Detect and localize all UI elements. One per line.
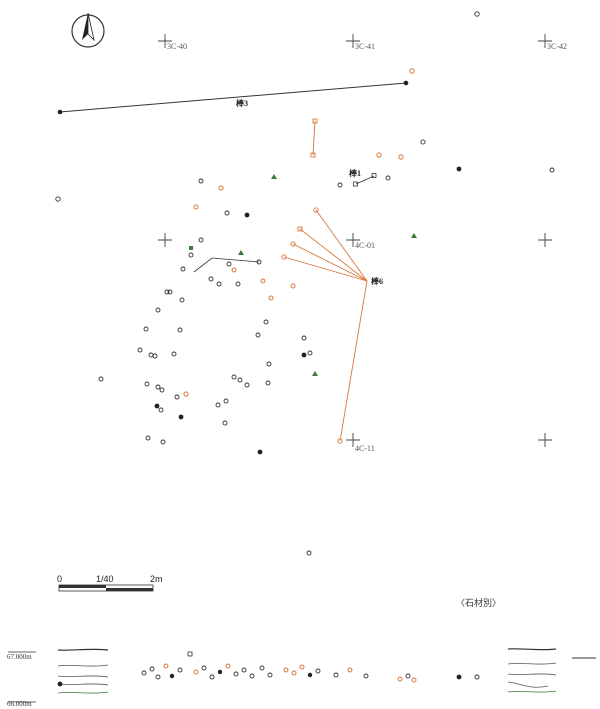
artifact-point bbox=[155, 384, 161, 390]
artifact-point bbox=[148, 352, 154, 358]
scale-start-label: 0 bbox=[57, 574, 62, 584]
artifact-point bbox=[224, 210, 230, 216]
refit-line-orange-short bbox=[310, 118, 318, 158]
artifact-point bbox=[198, 178, 204, 184]
artifact-point bbox=[411, 233, 417, 238]
refit-line-1 bbox=[353, 173, 377, 187]
artifact-point bbox=[155, 307, 161, 313]
artifact-point bbox=[312, 371, 318, 376]
artifact-point bbox=[385, 175, 391, 181]
artifact-point bbox=[255, 332, 261, 338]
artifact-point bbox=[180, 266, 186, 272]
artifact-point bbox=[216, 281, 222, 287]
artifact-point bbox=[474, 11, 480, 17]
artifact-point bbox=[337, 182, 343, 188]
artifact-point bbox=[198, 237, 204, 243]
artifact-point bbox=[301, 352, 307, 358]
refit-label-6: 棒6 bbox=[371, 276, 383, 286]
artifact-point bbox=[179, 297, 185, 303]
refit-label-3: 棒3 bbox=[236, 98, 248, 108]
artifact-point bbox=[265, 380, 271, 386]
grid-crosses bbox=[158, 34, 552, 447]
artifact-point bbox=[174, 394, 180, 400]
refit-label-1: 棒1 bbox=[349, 168, 361, 178]
map-caption: 〈石材別〉 bbox=[456, 597, 501, 608]
artifact-point bbox=[238, 250, 244, 255]
artifact-point bbox=[144, 381, 150, 387]
artifact-point bbox=[231, 374, 237, 380]
artifact-point bbox=[223, 398, 229, 404]
artifact-point bbox=[145, 435, 151, 441]
artifact-point bbox=[290, 283, 296, 289]
artifact-point bbox=[376, 152, 382, 158]
artifact-point bbox=[271, 174, 277, 179]
section-elevation-top: 67.000m bbox=[7, 653, 32, 661]
artifact-point bbox=[154, 403, 160, 409]
artifact-point bbox=[268, 295, 274, 301]
artifact-point bbox=[237, 377, 243, 383]
grid-label-3c-41: 3C-41 bbox=[355, 42, 375, 51]
artifact-point bbox=[266, 361, 272, 367]
artifact-point bbox=[307, 350, 313, 356]
grid-label-3c-40: 3C-40 bbox=[167, 42, 187, 51]
artifact-point bbox=[244, 382, 250, 388]
artifact-point bbox=[456, 166, 462, 172]
artifact-point bbox=[301, 335, 307, 341]
artifact-point bbox=[159, 387, 165, 393]
artifact-point bbox=[420, 139, 426, 145]
artifact-point bbox=[55, 196, 61, 202]
artifact-point bbox=[177, 327, 183, 333]
artifact-point bbox=[235, 281, 241, 287]
artifact-point bbox=[231, 267, 237, 273]
section-elevation-bottom: 66.000m bbox=[7, 700, 32, 708]
refit-line-black-left bbox=[193, 257, 260, 273]
artifact-point bbox=[158, 407, 164, 413]
grid-label-4c-11: 4C-11 bbox=[355, 444, 375, 453]
artifact-point bbox=[306, 550, 312, 556]
artifact-point bbox=[164, 289, 170, 295]
grid-label-3c-42: 3C-42 bbox=[547, 42, 567, 51]
artifact-point bbox=[171, 351, 177, 357]
artifact-point bbox=[137, 347, 143, 353]
artifact-point bbox=[244, 212, 250, 218]
artifact-point bbox=[398, 154, 404, 160]
artifact-point bbox=[152, 353, 158, 359]
grid-label-4c-01: 4C-01 bbox=[355, 241, 375, 250]
artifact-point bbox=[226, 261, 232, 267]
artifact-point bbox=[256, 259, 262, 265]
artifact-point bbox=[143, 326, 149, 332]
artifact-point bbox=[257, 449, 263, 455]
artifact-point bbox=[189, 246, 193, 250]
section-profile: 67.000m 66.000m bbox=[7, 648, 596, 708]
artifact-point bbox=[183, 391, 189, 397]
scale-end-label: 2m bbox=[150, 574, 163, 584]
artifact-point bbox=[215, 402, 221, 408]
artifact-point bbox=[167, 289, 173, 295]
artifact-point bbox=[260, 278, 266, 284]
artifact-point bbox=[208, 276, 214, 282]
artifact-point bbox=[263, 319, 269, 325]
artifact-point bbox=[178, 414, 184, 420]
refit-line-3 bbox=[57, 68, 415, 115]
artifact-point bbox=[98, 376, 104, 382]
scale-bar bbox=[58, 584, 154, 592]
artifact-point bbox=[549, 167, 555, 173]
artifact-point bbox=[188, 252, 194, 258]
refit-line-6 bbox=[281, 207, 368, 444]
artifact-point bbox=[160, 439, 166, 445]
artifact-point bbox=[222, 420, 228, 426]
artifact-point bbox=[218, 185, 224, 191]
scale-ratio-label: 1/40 bbox=[96, 574, 114, 584]
artifact-point bbox=[193, 204, 199, 210]
north-arrow-icon bbox=[71, 12, 105, 48]
artifact-points bbox=[55, 11, 555, 556]
